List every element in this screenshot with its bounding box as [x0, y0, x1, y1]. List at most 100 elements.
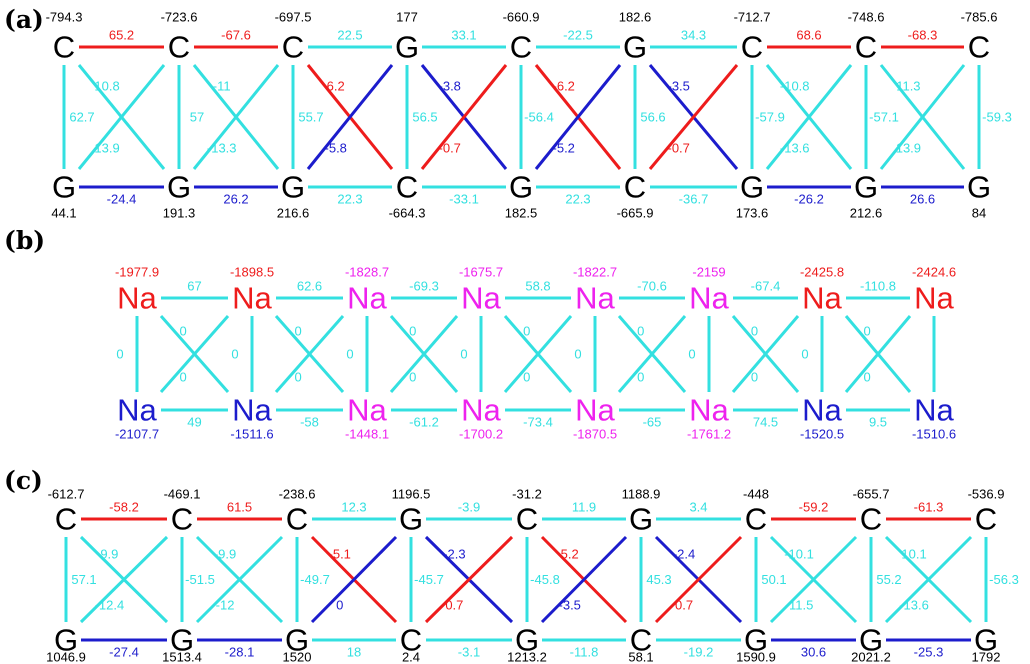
bottom-node-value: 1046.9 — [46, 650, 86, 664]
diagonal-down-label: -2.3 — [443, 547, 465, 562]
top-node-na: Na — [914, 281, 954, 316]
diagonal-up-label: -5.8 — [325, 141, 347, 156]
bottom-node-g: G — [52, 170, 76, 205]
diagonal-up-label: 13.9 — [94, 141, 119, 156]
bottom-node-value: 1590.9 — [736, 650, 776, 664]
bottom-node-g: G — [170, 623, 194, 658]
bottom-edge-label: -11.8 — [570, 645, 599, 660]
top-node-c: C — [282, 30, 304, 65]
top-node-value: -697.5 — [275, 10, 312, 25]
bottom-edge-label: -36.7 — [679, 192, 709, 207]
bottom-node-na: Na — [117, 393, 157, 428]
bottom-node-value: -664.3 — [389, 206, 426, 221]
bottom-edge-label: -26.2 — [794, 192, 824, 207]
diagonal-up-label: -5.2 — [553, 141, 575, 156]
bottom-node-value: 1792 — [972, 650, 1001, 664]
top-edge-label: -22.5 — [563, 28, 593, 43]
diagonal-up-label: 0 — [523, 369, 530, 384]
top-edge-label: 11.9 — [572, 500, 596, 515]
bottom-node-g: G — [515, 623, 539, 658]
panel-label-a: (a) — [4, 5, 44, 34]
vertical-edge-label: 0 — [801, 347, 808, 362]
vertical-edge-label: -57.1 — [869, 110, 899, 125]
top-node-na: Na — [117, 281, 157, 316]
bottom-node-value: 182.5 — [505, 206, 538, 221]
top-node-na: Na — [347, 281, 387, 316]
diagonal-up-line — [195, 535, 284, 624]
panel-label-b: (b) — [4, 226, 45, 255]
top-edge-label: 33.1 — [451, 28, 476, 43]
diagonal-down-label: -9.9 — [214, 547, 236, 562]
vertical-edge-label: -49.7 — [300, 572, 330, 587]
bottom-edge-label: -25.3 — [914, 645, 944, 660]
diagonal-up-label: 0.7 — [445, 598, 463, 613]
top-node-c: C — [516, 502, 538, 537]
diagonal-up-label: 0 — [179, 369, 186, 384]
diagonal-up-label: -0.7 — [668, 141, 690, 156]
diagonal-up-label: 0 — [336, 598, 343, 613]
vertical-edge-label: 55.2 — [876, 572, 901, 587]
vertical-edge-label: 56.6 — [640, 110, 665, 125]
top-node-value: -469.1 — [164, 487, 201, 502]
diagonal-up-line — [879, 64, 966, 170]
bottom-node-g: G — [54, 623, 78, 658]
vertical-edge-label: 62.7 — [69, 110, 94, 125]
bottom-edge-label: -61.2 — [409, 415, 439, 430]
bottom-node-value: -1510.6 — [912, 427, 956, 442]
top-node-value: -1828.7 — [345, 265, 389, 280]
diagonal-down-label: 0 — [864, 324, 871, 339]
diagonal-up-label: 13.9 — [896, 141, 921, 156]
bottom-edge-label: 26.2 — [223, 192, 248, 207]
top-node-c: C — [745, 502, 767, 537]
bottom-node-value: 1513.4 — [162, 650, 202, 664]
top-node-value: -723.6 — [161, 10, 198, 25]
top-node-value: -2425.8 — [800, 265, 844, 280]
vertical-edge-label: 50.1 — [761, 572, 786, 587]
diagonal-down-label: 10.8 — [94, 78, 119, 93]
bottom-node-g: G — [509, 170, 533, 205]
top-edge-label: 22.5 — [337, 28, 362, 43]
diagonal-up-line — [534, 64, 622, 170]
diagonal-up-line — [540, 535, 628, 624]
diagonal-up-label: -13.6 — [899, 598, 929, 613]
diagonal-up-label: 0.7 — [675, 598, 693, 613]
diagonal-up-line — [765, 64, 853, 170]
diagonal-up-line — [310, 535, 398, 624]
top-node-value: -794.3 — [46, 10, 83, 25]
diagonal-up-line — [648, 64, 739, 170]
diagonal-down-label: -3.8 — [439, 78, 461, 93]
bottom-node-c: C — [630, 623, 652, 658]
diagonal-up-line — [654, 535, 743, 624]
top-node-value: -1898.5 — [230, 265, 274, 280]
bottom-edge-label: -28.1 — [225, 645, 255, 660]
bottom-node-value: -1761.2 — [687, 427, 731, 442]
diagonal-down-label: 10.1 — [901, 547, 926, 562]
top-node-na: Na — [232, 281, 272, 316]
top-node-value: -2424.6 — [912, 265, 956, 280]
top-node-value: 1188.9 — [622, 487, 661, 502]
vertical-edge-label: -57.9 — [755, 110, 785, 125]
bottom-node-value: 58.1 — [628, 650, 653, 664]
bottom-node-value: 212.6 — [850, 206, 883, 221]
top-node-c: C — [53, 30, 75, 65]
bottom-edge-label: 49 — [187, 415, 201, 430]
top-node-value: -1977.9 — [115, 265, 159, 280]
diagonal-up-line — [192, 64, 280, 170]
diagonal-up-line — [731, 315, 800, 393]
diagonal-down-label: 0 — [523, 324, 530, 339]
top-edge-label: 12.3 — [341, 500, 366, 515]
bottom-node-c: C — [396, 170, 418, 205]
diagonal-down-label: 0 — [409, 324, 416, 339]
vertical-edge-label: -45.7 — [414, 572, 444, 587]
diagonal-up-label: -3.5 — [559, 598, 581, 613]
top-node-c: C — [855, 30, 877, 65]
top-node-g: G — [629, 502, 653, 537]
vertical-edge-label: 0 — [346, 347, 353, 362]
bottom-edge-label: -19.2 — [684, 645, 714, 660]
top-edge-label: 67 — [187, 279, 201, 294]
top-node-value: -612.7 — [48, 487, 85, 502]
bottom-node-value: -1700.2 — [459, 427, 503, 442]
bottom-edge-label: 22.3 — [565, 192, 590, 207]
diagonal-down-label: -10.1 — [784, 547, 814, 562]
